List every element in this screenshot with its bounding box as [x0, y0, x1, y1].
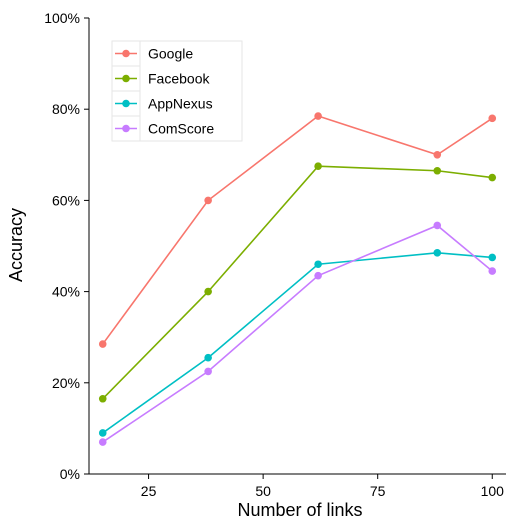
data-point: [98, 394, 107, 403]
y-tick-label: 60%: [52, 192, 80, 208]
y-tick-label: 80%: [52, 101, 80, 117]
x-axis-title: Number of links: [237, 500, 362, 520]
legend-key-point: [122, 74, 130, 83]
series-facebook: [98, 162, 497, 403]
series-comscore: [98, 221, 497, 446]
x-axis: 25 50 75 100: [89, 473, 506, 499]
x-tick-label: 50: [255, 483, 271, 499]
x-tick-label: 25: [141, 483, 157, 499]
legend-label: Google: [148, 46, 193, 62]
data-point: [314, 260, 322, 269]
x-tick-label: 100: [481, 483, 505, 499]
series-line: [102, 224, 493, 443]
y-tick-label: 0%: [60, 466, 80, 482]
data-point: [204, 287, 212, 296]
data-point: [204, 367, 212, 376]
legend-item: Google: [111, 40, 193, 67]
y-tick-label: 20%: [52, 375, 80, 391]
series-appnexus: [98, 249, 497, 437]
data-point: [204, 196, 212, 205]
data-point: [433, 221, 442, 230]
series-line: [102, 115, 493, 345]
y-axis: 0% 20% 40% 60% 80% 100%: [44, 10, 90, 482]
data-point: [433, 249, 442, 257]
y-tick-label: 40%: [52, 284, 80, 300]
data-point: [488, 114, 497, 123]
data-point: [488, 253, 497, 262]
data-point: [98, 340, 107, 348]
data-point: [488, 267, 497, 275]
x-tick-label: 75: [370, 483, 386, 499]
data-point: [98, 429, 107, 437]
legend-item: Facebook: [111, 65, 210, 92]
legend-label: AppNexus: [148, 96, 213, 112]
data-point: [433, 151, 442, 159]
legend: Google Facebook AppNexus ComScore: [111, 40, 243, 142]
legend-label: Facebook: [148, 71, 210, 87]
series-google: [98, 112, 497, 348]
data-point: [314, 162, 322, 170]
series-line: [102, 252, 493, 434]
data-point: [488, 173, 497, 182]
data-point: [314, 112, 322, 120]
y-tick-label: 100%: [44, 10, 80, 26]
legend-label: ComScore: [148, 121, 214, 137]
legend-item: AppNexus: [111, 90, 213, 117]
data-point: [433, 166, 442, 175]
y-axis-title: Accuracy: [6, 208, 26, 282]
legend-key-point: [122, 124, 130, 133]
legend-item: ComScore: [111, 115, 214, 142]
legend-key-point: [122, 49, 130, 58]
data-point: [204, 353, 212, 362]
legend-key-point: [122, 99, 130, 108]
plot-area: [98, 112, 497, 446]
data-point: [98, 438, 107, 446]
data-point: [314, 271, 322, 280]
